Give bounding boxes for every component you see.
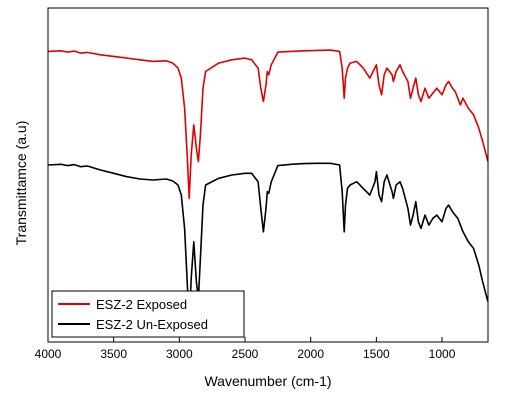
x-tick-label: 1000: [429, 347, 456, 361]
x-tick-label: 3500: [100, 347, 127, 361]
x-axis-label: Wavenumber (cm-1): [204, 373, 331, 389]
x-tick-label: 3000: [166, 347, 193, 361]
x-tick-label: 1500: [363, 347, 390, 361]
x-axis-ticks: 4000 3500 3000 2500 2000 1500 1000: [35, 337, 456, 361]
plot-frame: [47, 7, 489, 343]
legend-entry-unexposed: ESZ-2 Un-Exposed: [96, 317, 208, 332]
series-lines: [47, 49, 489, 327]
x-tick-label: 2500: [232, 347, 259, 361]
x-tick-label: 4000: [35, 347, 62, 361]
x-tick-label: 2000: [297, 347, 324, 361]
legend-box: [51, 290, 245, 338]
series-line-1: [47, 162, 489, 327]
legend: ESZ-2 Exposed ESZ-2 Un-Exposed: [51, 290, 245, 338]
series-line-0: [47, 49, 489, 200]
legend-entry-exposed: ESZ-2 Exposed: [96, 297, 187, 312]
y-axis-label: Transmittamce (a.u): [13, 121, 29, 246]
